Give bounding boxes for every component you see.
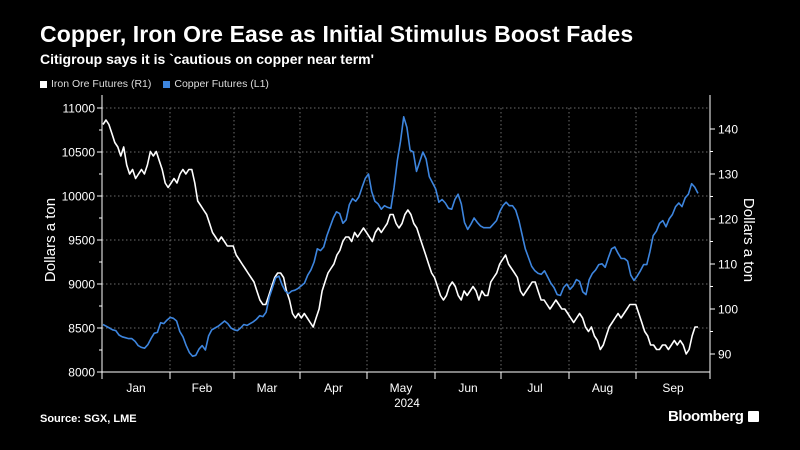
right-tick-label: 90 xyxy=(718,348,732,362)
x-tick-label: Feb xyxy=(192,381,213,395)
x-axis-ticks: Jan Feb Mar Apr May Jun Jul Aug Sep xyxy=(101,372,711,395)
copper-series-line xyxy=(102,116,699,358)
legend-label-iron: Iron Ore Futures (R1) xyxy=(51,78,152,90)
iron-ore-series-line xyxy=(102,119,698,355)
right-tick-label: 100 xyxy=(718,303,738,317)
x-tick-label: May xyxy=(390,381,413,395)
x-tick-label: Jun xyxy=(458,381,477,395)
brand-mark-icon xyxy=(747,411,759,422)
x-tick-label: Jan xyxy=(126,381,145,395)
legend-label-copper: Copper Futures (L1) xyxy=(174,78,269,90)
x-tick-label: Apr xyxy=(324,381,343,395)
brand-text: Bloomberg xyxy=(668,408,744,425)
x-tick-label: Sep xyxy=(662,381,684,395)
left-tick-label: 9500 xyxy=(68,234,95,248)
x-tick-label: Aug xyxy=(592,381,613,395)
left-axis-ticks: 8000 8500 9000 9500 10000 10500 11000 xyxy=(62,102,102,380)
left-tick-label: 10000 xyxy=(62,190,96,204)
chart-title: Copper, Iron Ore Ease as Initial Stimulu… xyxy=(40,21,634,47)
x-tick-label: Mar xyxy=(257,381,278,395)
legend: Iron Ore Futures (R1) Copper Futures (L1… xyxy=(40,78,281,90)
right-axis-ticks: 90 100 110 120 130 140 xyxy=(710,123,738,362)
left-axis-title: Dollars a ton xyxy=(42,198,59,282)
legend-item-copper: Copper Futures (L1) xyxy=(163,78,269,90)
right-tick-label: 140 xyxy=(718,123,738,137)
x-axis-year-label: 2024 xyxy=(394,398,420,410)
legend-item-iron: Iron Ore Futures (R1) xyxy=(40,78,151,90)
axes xyxy=(101,95,711,373)
right-tick-label: 110 xyxy=(718,258,737,272)
left-tick-label: 11000 xyxy=(63,102,96,116)
left-tick-label: 8000 xyxy=(68,366,95,380)
right-tick-label: 120 xyxy=(718,213,738,227)
x-tick-label: Jul xyxy=(527,381,542,395)
bloomberg-logo: Bloomberg xyxy=(668,408,759,425)
left-tick-label: 10500 xyxy=(62,146,96,160)
left-tick-label: 8500 xyxy=(68,322,95,336)
source-note: Source: SGX, LME xyxy=(40,413,137,425)
right-axis-title: Dollars a ton xyxy=(740,198,757,282)
chart-subtitle: Citigroup says it is `cautious on copper… xyxy=(40,51,374,67)
series-lines xyxy=(102,116,699,358)
left-tick-label: 9000 xyxy=(68,278,95,292)
legend-swatch-iron xyxy=(40,80,47,88)
gridlines xyxy=(102,107,710,372)
right-tick-label: 130 xyxy=(718,168,738,182)
legend-swatch-copper xyxy=(163,80,171,88)
